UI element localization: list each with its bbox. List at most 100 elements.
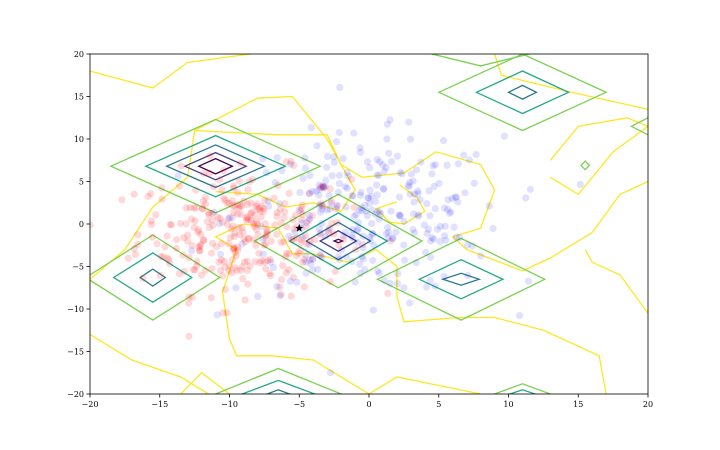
contour-line (90, 54, 251, 89)
data-point (374, 208, 382, 216)
data-point (348, 175, 356, 183)
data-point (460, 151, 468, 159)
data-point (235, 204, 243, 212)
contour-ring (183, 151, 248, 181)
data-point (338, 246, 346, 254)
data-point (472, 151, 480, 159)
data-point (323, 206, 331, 214)
data-point (357, 204, 366, 212)
data-point (339, 235, 348, 243)
contour-ring (144, 134, 287, 198)
data-point (440, 204, 448, 212)
data-point (401, 256, 409, 264)
data-point (295, 206, 303, 214)
data-point (393, 152, 401, 160)
data-point (354, 238, 362, 246)
data-point (576, 180, 585, 188)
data-point (414, 212, 423, 220)
data-point (307, 124, 315, 132)
data-point (237, 210, 245, 218)
data-point (176, 219, 185, 228)
data-point (366, 164, 374, 172)
data-point (158, 184, 166, 192)
data-point (236, 202, 244, 210)
data-point (350, 212, 358, 220)
data-point (223, 199, 231, 207)
data-point (239, 275, 247, 283)
data-point (299, 233, 307, 241)
data-point (318, 205, 326, 213)
data-point (259, 235, 267, 243)
data-point (190, 223, 198, 232)
data-point (273, 282, 281, 290)
data-point (379, 185, 388, 193)
data-point (208, 239, 217, 247)
data-point (236, 159, 244, 167)
data-point (184, 231, 192, 239)
data-point (205, 209, 213, 217)
contour-ring (431, 54, 530, 67)
data-point (267, 272, 275, 280)
data-point (322, 176, 330, 184)
data-point (302, 269, 310, 277)
data-point (369, 230, 377, 238)
data-point (221, 285, 229, 294)
data-point (300, 283, 308, 291)
data-point (292, 252, 301, 260)
data-point (190, 204, 198, 212)
data-point (234, 246, 242, 254)
data-point (188, 293, 196, 301)
contour-ring (375, 237, 547, 321)
data-point (411, 229, 419, 237)
data-point (200, 169, 208, 177)
data-point (426, 237, 435, 245)
data-point (396, 212, 404, 220)
data-point (290, 236, 298, 244)
data-point (228, 256, 236, 264)
data-point (353, 226, 361, 235)
data-point (242, 216, 251, 224)
data-point (234, 223, 242, 232)
data-point (283, 249, 291, 257)
data-point (287, 160, 295, 168)
data-point (292, 234, 300, 242)
data-point (383, 135, 391, 143)
data-point (325, 191, 333, 200)
data-point (335, 129, 343, 137)
data-point (273, 230, 281, 238)
data-point (326, 224, 334, 232)
data-point (341, 228, 349, 236)
data-point (395, 193, 403, 201)
data-point (298, 219, 306, 227)
data-point (412, 166, 421, 174)
data-point (260, 241, 268, 249)
data-point (350, 129, 358, 137)
data-point (305, 189, 313, 197)
x-tick-label: 5 (436, 400, 441, 409)
data-point (321, 232, 329, 240)
data-point (423, 200, 431, 208)
contour-line (221, 249, 370, 394)
data-point (429, 162, 437, 170)
data-point (302, 251, 310, 259)
data-point (257, 222, 265, 231)
data-point (197, 240, 205, 248)
data-point (90, 221, 94, 229)
data-point (344, 172, 352, 180)
data-point (387, 207, 395, 215)
data-point (316, 201, 324, 209)
data-point (277, 290, 285, 298)
data-point (221, 263, 229, 271)
data-point (414, 187, 422, 195)
data-point (249, 175, 257, 183)
data-point (244, 200, 252, 208)
data-point (166, 260, 174, 268)
data-point (319, 183, 327, 191)
data-point (468, 242, 476, 250)
data-point (342, 253, 350, 261)
data-point (295, 249, 303, 257)
data-point (219, 309, 227, 317)
data-point (327, 199, 335, 207)
data-point (263, 227, 271, 235)
